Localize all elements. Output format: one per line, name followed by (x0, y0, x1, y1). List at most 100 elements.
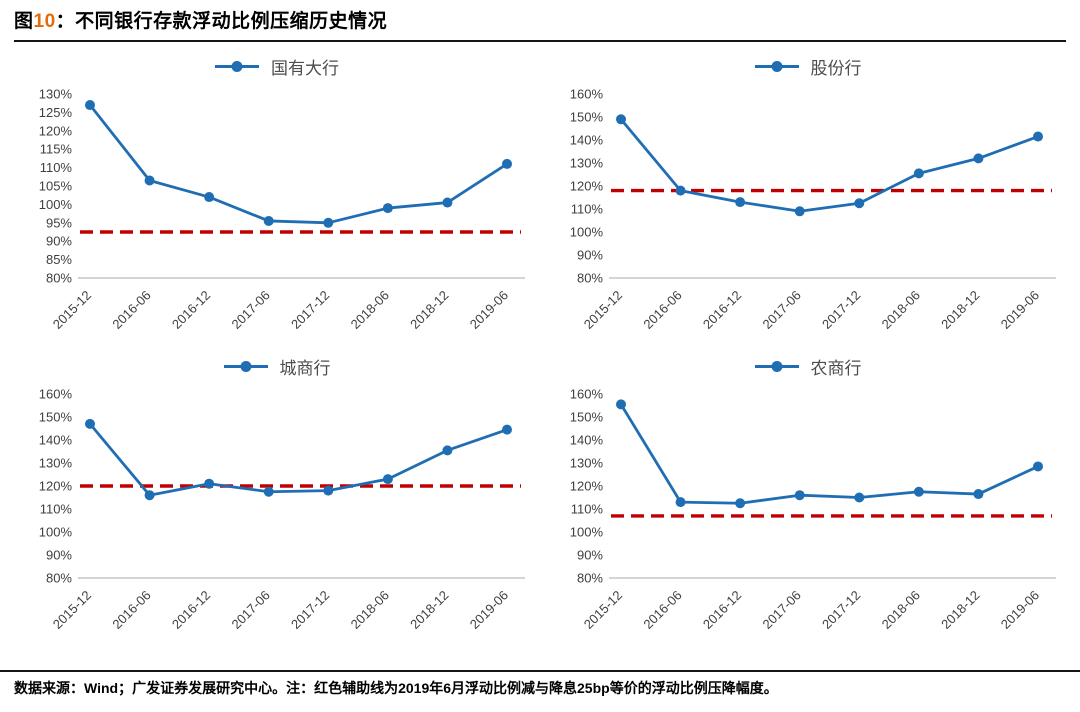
x-axis-tick-label: 2018-12 (938, 287, 982, 331)
legend-dot (240, 361, 251, 373)
y-axis-tick-label: 100% (39, 524, 73, 539)
y-axis-tick-label: 130% (570, 155, 604, 170)
data-point-marker (144, 175, 155, 186)
chart-state-owned-banks: 国有大行 130% 125% 120% 115% 110% 105% 100% 95% 90% 8… (24, 48, 529, 348)
data-point-marker (85, 99, 95, 110)
x-axis-tick-label: 2016-06 (640, 587, 684, 631)
y-axis-tick-label: 110% (571, 201, 604, 216)
figure-title: 图10：不同银行存款浮动比例压缩历史情况 (14, 10, 1066, 35)
x-axis-tick-label: 2019-06 (467, 287, 511, 331)
legend-marker-icon (223, 361, 268, 373)
y-axis-tick-label: 95% (46, 215, 72, 230)
data-point-marker (1033, 131, 1043, 142)
figure-title-separator: ： (55, 11, 76, 32)
y-axis-tick-label: 90% (577, 547, 603, 562)
x-axis-tick-label: 2018-12 (407, 587, 451, 631)
data-point-marker (1033, 461, 1043, 472)
series-line (619, 402, 1040, 505)
data-point-marker (263, 486, 274, 497)
x-axis-tick-label: 2018-12 (938, 587, 982, 631)
chart-city-commercial-banks: 城商行 160% 150% 140% 130% 120% 110% 100% 90% 80% 20… (24, 348, 529, 648)
x-axis-tick-label: 2016-06 (109, 587, 153, 631)
data-point-marker (913, 168, 924, 179)
y-axis-tick-label: 130% (570, 455, 604, 470)
y-axis-tick-label: 150% (570, 109, 604, 124)
y-axis-tick-label: 130% (39, 455, 73, 470)
legend-dot (771, 61, 782, 73)
data-point-marker (973, 153, 984, 164)
y-axis-tick-label: 150% (39, 409, 73, 424)
data-point-marker (854, 492, 865, 503)
y-axis-tick-label: 120% (39, 123, 73, 138)
y-axis-tick-label: 85% (46, 252, 72, 267)
legend: 股份行 (555, 50, 1060, 84)
y-axis-tick-label: 100% (39, 197, 73, 212)
legend-marker-icon (754, 61, 799, 73)
data-point-marker (263, 215, 274, 226)
x-axis-tick-label: 2019-06 (467, 587, 511, 631)
y-axis-tick-label: 80% (577, 570, 603, 585)
data-point-marker (442, 197, 453, 208)
data-point-marker (204, 191, 215, 202)
chart-rural-commercial-banks: 农商行 160% 150% 140% 130% 120% 110% 100% 90% 80% 20… (555, 348, 1060, 648)
x-axis-tick-label: 2018-06 (348, 287, 392, 331)
y-axis-tick-label: 160% (570, 86, 604, 101)
series-line (88, 422, 509, 497)
y-axis-tick-label: 130% (39, 86, 73, 101)
x-axis-tick-label: 2016-12 (169, 587, 213, 631)
x-axis-tick-label: 2017-06 (228, 287, 272, 331)
x-axis-tick-label: 2016-06 (109, 287, 153, 331)
data-point-marker (502, 158, 512, 169)
data-point-marker (913, 486, 924, 497)
x-axis-tick-label: 2018-06 (348, 587, 392, 631)
x-axis-tick-label: 2016-12 (700, 287, 744, 331)
charts-grid: 国有大行 130% 125% 120% 115% 110% 105% 100% 95% 90% 8… (0, 42, 1080, 648)
y-axis-tick-label: 80% (577, 270, 603, 285)
source-note: 数据来源：Wind；广发证券发展研究中心。注：红色辅助线为2019年6月浮动比例… (14, 680, 778, 696)
legend-dot (771, 361, 782, 373)
data-point-marker (323, 217, 334, 228)
y-axis-tick-label: 90% (577, 247, 603, 262)
data-point-marker (675, 496, 686, 507)
series-line (619, 117, 1040, 213)
data-point-marker (85, 418, 95, 429)
x-axis-tick-label: 2017-06 (228, 587, 272, 631)
figure-label-word: 图 (14, 11, 34, 32)
y-axis-tick-label: 110% (571, 501, 604, 516)
y-axis-tick-label: 140% (39, 432, 73, 447)
data-point-marker (323, 485, 334, 496)
x-axis-tick-label: 2015-12 (581, 287, 625, 331)
x-axis-tick-label: 2015-12 (50, 287, 94, 331)
x-axis-tick-label: 2019-06 (998, 287, 1042, 331)
legend-marker-icon (215, 61, 259, 73)
y-axis-tick-label: 110% (40, 501, 73, 516)
y-axis-tick-label: 140% (570, 132, 604, 147)
y-axis-tick-label: 160% (39, 386, 73, 401)
data-point-marker (442, 445, 453, 456)
legend: 国有大行 (24, 50, 529, 84)
y-axis-tick-label: 140% (570, 432, 604, 447)
line-plot: 160% 150% 140% 130% 120% 110% 100% 90% 80% 2015-1… (39, 386, 525, 632)
legend: 农商行 (555, 350, 1060, 384)
legend-label: 股份行 (810, 59, 862, 80)
legend-label: 国有大行 (271, 59, 339, 80)
x-axis-tick-label: 2017-06 (759, 587, 803, 631)
x-axis-tick-label: 2017-12 (288, 587, 332, 631)
x-axis-tick-label: 2015-12 (581, 587, 625, 631)
data-point-marker (735, 196, 746, 207)
data-point-marker (502, 424, 512, 435)
data-point-marker (382, 473, 393, 484)
chart-joint-stock-banks: 股份行 160% 150% 140% 130% 120% 110% 100% 90% 80% 20… (555, 48, 1060, 348)
x-axis-tick-label: 2016-12 (169, 287, 213, 331)
figure-title-text: 不同银行存款浮动比例压缩历史情况 (75, 11, 388, 32)
y-axis-tick-label: 80% (46, 270, 72, 285)
data-point-marker (854, 197, 865, 208)
data-point-marker (973, 488, 984, 499)
x-axis-tick-label: 2017-12 (819, 587, 863, 631)
x-axis-tick-label: 2018-12 (407, 287, 451, 331)
y-axis-tick-label: 150% (570, 409, 604, 424)
legend-label: 农商行 (810, 359, 862, 380)
y-axis-tick-label: 160% (570, 386, 604, 401)
legend: 城商行 (24, 350, 529, 384)
